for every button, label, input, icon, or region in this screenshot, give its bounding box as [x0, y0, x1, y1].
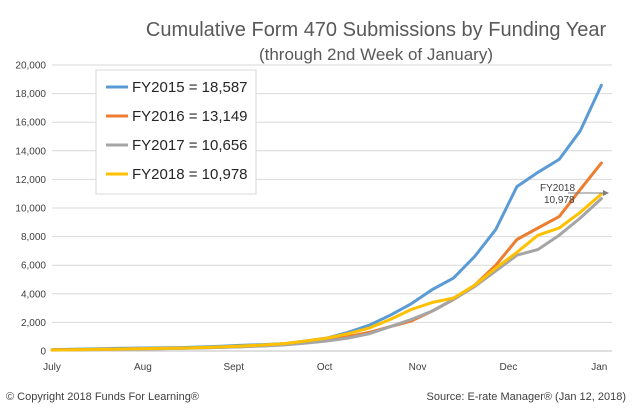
y-tick-label: 14,000 [15, 146, 46, 157]
y-tick-label: 12,000 [15, 175, 46, 186]
x-tick-label: Nov [409, 362, 427, 373]
series-line-4 [50, 192, 603, 352]
y-tick-label: 10,000 [15, 204, 46, 215]
copyright-text: © Copyright 2018 Funds For Learning® [6, 391, 199, 403]
annotation-label: FY2018 [540, 183, 575, 194]
x-tick-label: Sept [223, 362, 244, 373]
chart-subtitle: (through 2nd Week of January) [259, 45, 493, 64]
y-tick-label: 8,000 [21, 232, 46, 243]
y-tick-label: 4,000 [21, 289, 46, 300]
x-tick-label: Dec [500, 362, 518, 373]
series-lines [50, 83, 603, 352]
x-tick-label: Jan [591, 362, 607, 373]
source-text: Source: E-rate Manager® (Jan 12, 2018) [427, 391, 627, 403]
legend-label: FY2016 = 13,149 [132, 108, 248, 125]
y-tick-label: 20,000 [15, 61, 46, 72]
y-axis: 0 2,000 4,000 6,000 8,000 10,000 12,000 14,000 1… [15, 61, 46, 358]
x-tick-label: Oct [317, 362, 333, 373]
legend-label: FY2015 = 18,587 [132, 79, 248, 96]
legend-label: FY2017 = 10,656 [132, 137, 248, 154]
annotation-value: 10,978 [544, 195, 575, 206]
legend-label: FY2018 = 10,978 [132, 166, 248, 183]
chart-title: Cumulative Form 470 Submissions by Fundi… [146, 19, 607, 41]
y-tick-label: 0 [40, 347, 46, 358]
y-tick-label: 2,000 [21, 318, 46, 329]
series-line-3 [50, 197, 603, 352]
x-tick-label: Aug [134, 362, 152, 373]
y-tick-label: 18,000 [15, 89, 46, 100]
y-tick-label: 16,000 [15, 118, 46, 129]
x-axis: July Aug Sept Oct Nov Dec Jan [43, 362, 607, 373]
annotation: FY2018 10,978 [540, 183, 609, 206]
annotation-arrowhead [603, 190, 609, 196]
x-tick-label: July [43, 362, 61, 373]
y-tick-label: 6,000 [21, 261, 46, 272]
legend: FY2015 = 18,587 FY2016 = 13,149 FY2017 = 1… [95, 69, 257, 195]
